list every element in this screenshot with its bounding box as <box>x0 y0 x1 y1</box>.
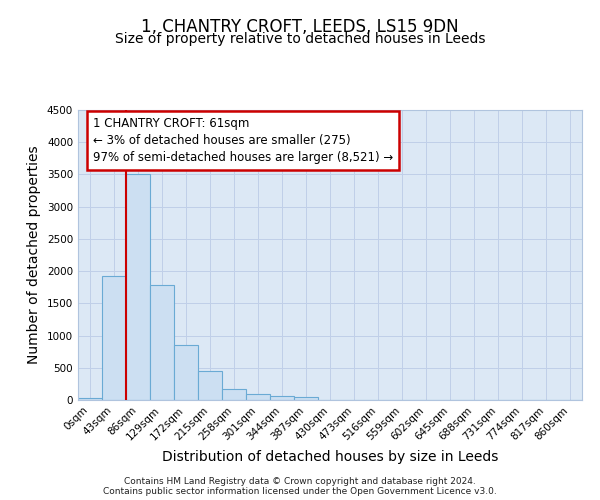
X-axis label: Distribution of detached houses by size in Leeds: Distribution of detached houses by size … <box>162 450 498 464</box>
Y-axis label: Number of detached properties: Number of detached properties <box>28 146 41 364</box>
Bar <box>126 174 150 400</box>
Text: Contains HM Land Registry data © Crown copyright and database right 2024.: Contains HM Land Registry data © Crown c… <box>124 478 476 486</box>
Text: 1 CHANTRY CROFT: 61sqm
← 3% of detached houses are smaller (275)
97% of semi-det: 1 CHANTRY CROFT: 61sqm ← 3% of detached … <box>93 117 394 164</box>
Text: Contains public sector information licensed under the Open Government Licence v3: Contains public sector information licen… <box>103 488 497 496</box>
Bar <box>102 276 126 400</box>
Bar <box>150 286 174 400</box>
Text: 1, CHANTRY CROFT, LEEDS, LS15 9DN: 1, CHANTRY CROFT, LEEDS, LS15 9DN <box>141 18 459 36</box>
Text: Size of property relative to detached houses in Leeds: Size of property relative to detached ho… <box>115 32 485 46</box>
Bar <box>222 388 246 400</box>
Bar <box>294 397 318 400</box>
Bar <box>198 371 222 400</box>
Bar <box>246 394 270 400</box>
Bar <box>270 396 294 400</box>
Bar <box>174 345 198 400</box>
Bar <box>78 398 102 400</box>
